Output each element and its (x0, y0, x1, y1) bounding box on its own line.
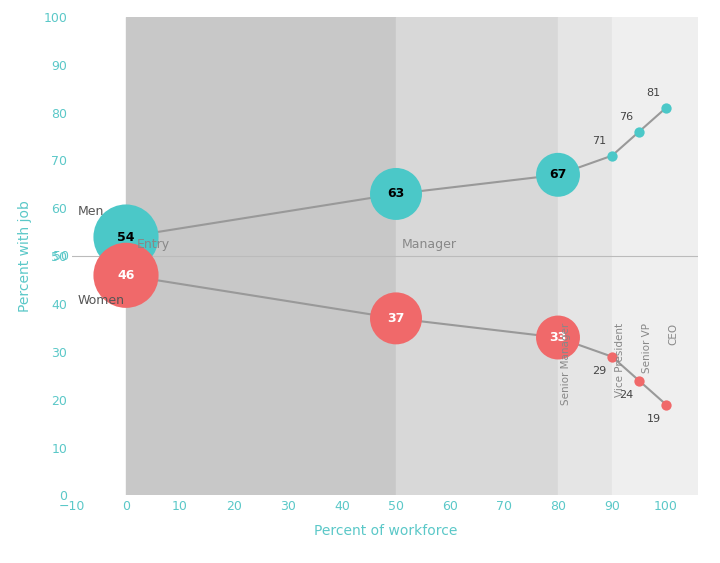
Text: 54: 54 (117, 230, 135, 244)
Bar (126, 17, 396, 495)
Text: 24: 24 (619, 390, 634, 400)
Text: 71: 71 (593, 136, 606, 146)
Point (120, 233, 132, 242)
Text: 33: 33 (549, 331, 567, 344)
Text: 63: 63 (387, 187, 405, 200)
Bar (396, 17, 558, 495)
Text: Senior VP: Senior VP (642, 323, 652, 373)
Text: 81: 81 (647, 88, 660, 98)
Text: Manager: Manager (402, 238, 456, 251)
Y-axis label: Percent with job: Percent with job (18, 200, 32, 312)
Text: Men: Men (78, 205, 104, 218)
Point (634, 376, 645, 385)
Text: 46: 46 (117, 269, 135, 282)
Text: 76: 76 (619, 112, 634, 122)
Text: Vice President: Vice President (615, 323, 625, 397)
X-axis label: Percent of workforce: Percent of workforce (313, 524, 457, 538)
Text: Senior Manager: Senior Manager (561, 323, 571, 405)
Text: Women: Women (78, 294, 125, 307)
Point (606, 352, 618, 361)
Text: Entry: Entry (137, 238, 170, 251)
Point (390, 314, 402, 323)
Text: CEO: CEO (669, 323, 679, 345)
Text: 19: 19 (647, 414, 660, 424)
Text: 50: 50 (53, 249, 69, 263)
Point (552, 170, 564, 179)
Point (634, 127, 645, 136)
Point (660, 104, 672, 113)
Point (120, 271, 132, 280)
Text: 67: 67 (549, 168, 567, 181)
Bar (612, 17, 698, 495)
Text: 29: 29 (593, 367, 606, 376)
Point (552, 333, 564, 342)
Text: 37: 37 (387, 312, 405, 325)
Point (606, 151, 618, 160)
Point (390, 189, 402, 199)
Bar (558, 17, 612, 495)
Point (660, 400, 672, 409)
